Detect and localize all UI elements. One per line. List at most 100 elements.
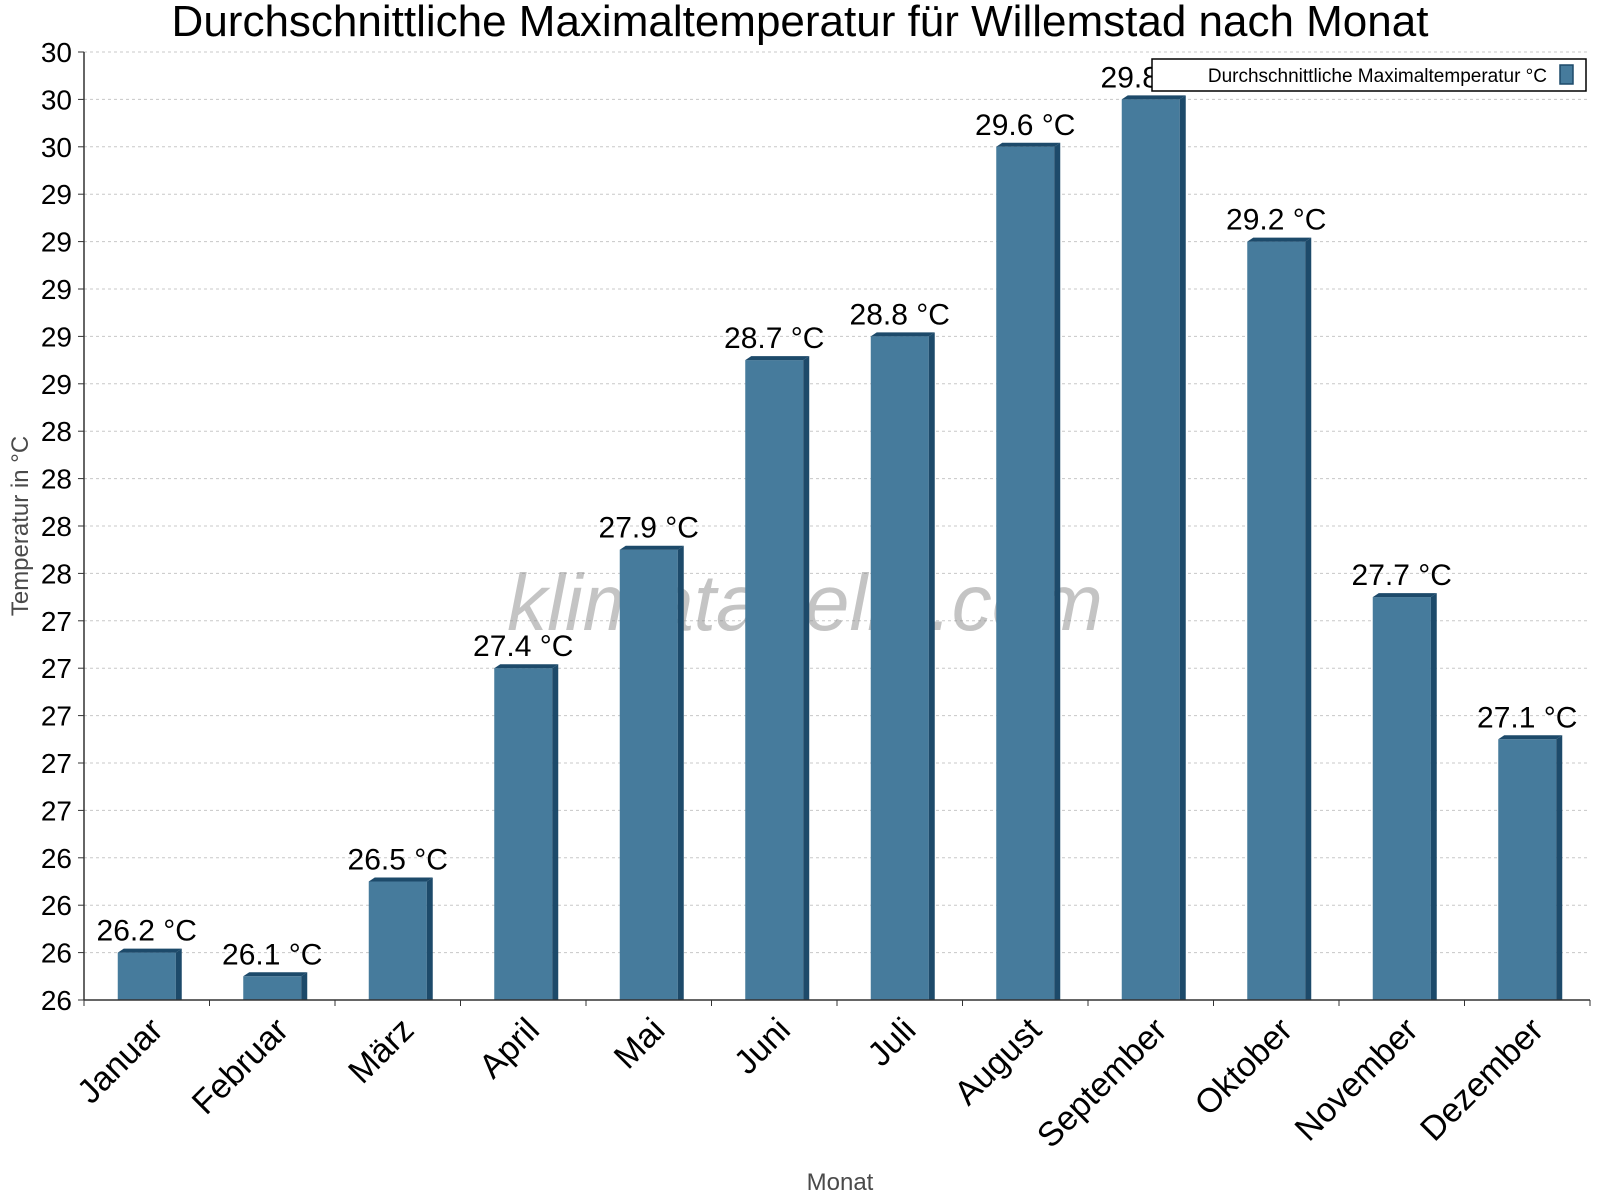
y-tick-label: 26 <box>41 985 72 1016</box>
x-tick-label: Januar <box>70 1011 170 1111</box>
bar-top <box>117 948 182 953</box>
bar-side <box>1556 735 1563 1000</box>
x-tick-label: November <box>1288 1011 1426 1149</box>
bar <box>619 545 684 1000</box>
x-tick-label: Mai <box>607 1011 673 1077</box>
legend: Durchschnittliche Maximaltemperatur °C <box>1151 58 1587 92</box>
bar-side <box>1179 95 1186 1000</box>
y-tick-label: 30 <box>41 37 72 68</box>
bar <box>117 948 182 1000</box>
y-tick-label: 27 <box>41 701 72 732</box>
bar <box>243 972 308 1000</box>
y-tick-label: 28 <box>41 558 72 589</box>
bar-top <box>1247 237 1312 242</box>
bar-top <box>368 877 433 882</box>
bar-top <box>1372 593 1437 598</box>
bar-side <box>1430 593 1437 1000</box>
grid-lines <box>84 51 1590 1001</box>
bar-side <box>803 356 810 1001</box>
y-tick-label: 28 <box>41 511 72 542</box>
bar-top <box>870 332 935 337</box>
legend-label: Durchschnittliche Maximaltemperatur °C <box>1208 66 1547 87</box>
y-tick-label: 26 <box>41 843 72 874</box>
x-tick-label: Juni <box>727 1011 798 1082</box>
x-tick-label: September <box>1030 1011 1174 1155</box>
value-label: 26.1 °C <box>222 938 322 971</box>
bar-face <box>870 336 929 1000</box>
y-tick-label: 29 <box>41 369 72 400</box>
bar-face <box>243 976 302 1000</box>
y-tick-label: 28 <box>41 464 72 495</box>
bar-face <box>1121 99 1180 1000</box>
y-tick-label: 29 <box>41 179 72 210</box>
bar-top <box>745 356 810 361</box>
value-label: 26.5 °C <box>348 844 448 877</box>
bar-side <box>301 972 308 1000</box>
x-tick-label: April <box>472 1011 547 1086</box>
y-tick-label: 26 <box>41 890 72 921</box>
y-tick-label: 29 <box>41 321 72 352</box>
bar-side <box>1054 142 1061 1001</box>
value-labels: 26.2 °C 26.1 °C 26.5 °C 27.4 °C 27.9 °C 28.7 … <box>97 61 1578 971</box>
value-label: 29.6 °C <box>975 109 1075 142</box>
bar-face <box>117 952 176 1000</box>
y-tick-label: 29 <box>41 274 72 305</box>
value-label: 26.2 °C <box>97 915 197 948</box>
bar-face <box>368 881 427 1000</box>
value-label: 27.4 °C <box>473 630 573 663</box>
x-tick-label: Dezember <box>1413 1011 1551 1149</box>
value-label: 27.9 °C <box>599 512 699 545</box>
x-axis-title: Monat <box>807 1169 874 1196</box>
bar-side <box>552 664 559 1000</box>
bar-face <box>1247 241 1306 1001</box>
bar-face <box>745 360 804 1001</box>
value-label: 29.2 °C <box>1226 204 1326 237</box>
chart-title: Durchschnittliche Maximaltemperatur für … <box>172 0 1429 46</box>
bar-top <box>619 545 684 550</box>
bar-side <box>426 877 433 1000</box>
bar-top <box>243 972 308 977</box>
bar-top <box>494 664 559 669</box>
y-tick-label: 28 <box>41 416 72 447</box>
y-tick-label: 30 <box>41 84 72 115</box>
bar <box>996 142 1061 1001</box>
y-tick-label: 27 <box>41 606 72 637</box>
bar-side <box>1305 237 1312 1001</box>
bar-side <box>928 332 935 1000</box>
bar-face <box>996 146 1055 1001</box>
x-tick-label: März <box>341 1011 421 1091</box>
bar <box>1498 735 1563 1000</box>
bar <box>1372 593 1437 1000</box>
y-tick-label: 27 <box>41 748 72 779</box>
value-label: 28.7 °C <box>724 322 824 355</box>
bar <box>870 332 935 1000</box>
x-tick-label: Februar <box>185 1011 296 1122</box>
bar-top <box>1121 95 1186 100</box>
y-tick-label: 26 <box>41 938 72 969</box>
bar <box>368 877 433 1000</box>
bar <box>745 356 810 1001</box>
bar-top <box>996 142 1061 147</box>
y-tick-label: 29 <box>41 227 72 258</box>
bar-top <box>1498 735 1563 740</box>
bar-face <box>494 668 553 1000</box>
bar <box>1247 237 1312 1001</box>
y-tick-label: 30 <box>41 132 72 163</box>
value-label: 27.7 °C <box>1352 559 1452 592</box>
value-label: 28.8 °C <box>850 298 950 331</box>
y-axis-title: Temperatur in °C <box>7 436 34 616</box>
x-tick-label: Juli <box>860 1011 923 1074</box>
bar-side <box>677 545 684 1000</box>
value-label: 27.1 °C <box>1477 701 1577 734</box>
bar <box>494 664 559 1000</box>
bar <box>1121 95 1186 1000</box>
x-tick-label: Oktober <box>1188 1011 1300 1123</box>
bar-face <box>1498 739 1557 1000</box>
legend-swatch <box>1559 64 1574 85</box>
bar-face <box>1372 597 1431 1000</box>
bar-side <box>175 948 182 1000</box>
bar-face <box>619 549 678 1000</box>
bars <box>117 95 1563 1001</box>
legend-box <box>1151 58 1587 92</box>
